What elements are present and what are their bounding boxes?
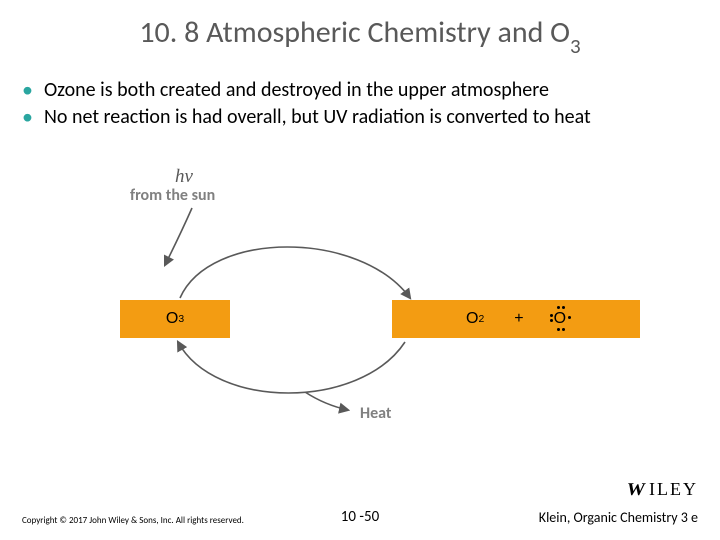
slide-title: 10. 8 Atmospheric Chemistry and O3 bbox=[0, 14, 720, 55]
page-number: 10 -50 bbox=[341, 508, 379, 526]
reaction-arrows bbox=[120, 160, 640, 430]
bullet-item: Ozone is both created and destroyed in t… bbox=[22, 78, 698, 103]
copyright-text: Copyright © 2017 John Wiley & Sons, Inc.… bbox=[22, 515, 244, 526]
slide: 10. 8 Atmospheric Chemistry and O3 Ozone… bbox=[0, 0, 720, 540]
bullet-list: Ozone is both created and destroyed in t… bbox=[22, 78, 698, 132]
book-title: Klein, Organic Chemistry 3 e bbox=[539, 509, 698, 526]
title-sub: 3 bbox=[570, 33, 581, 59]
bullet-item: No net reaction is had overall, but UV r… bbox=[22, 105, 698, 130]
reaction-diagram: hν from the sun Heat O3 O2 + O bbox=[120, 160, 640, 430]
slide-footer: Copyright © 2017 John Wiley & Sons, Inc.… bbox=[22, 496, 698, 526]
title-text: 10. 8 Atmospheric Chemistry and O bbox=[139, 14, 570, 51]
